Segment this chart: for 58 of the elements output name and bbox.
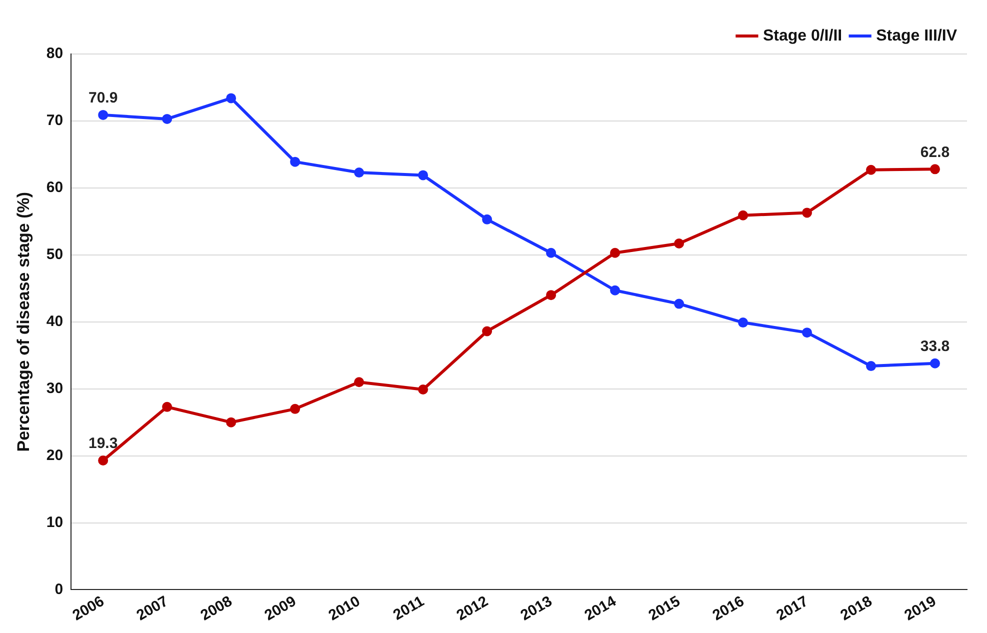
point <box>802 328 812 338</box>
point <box>674 238 684 249</box>
point <box>610 248 620 258</box>
x-tick-label: 2013 <box>518 592 556 624</box>
data-label: 33.8 <box>920 338 950 356</box>
point <box>610 285 620 296</box>
x-tick-label: 2016 <box>710 592 748 624</box>
x-tick-label: 2014 <box>582 592 620 624</box>
y-tick-label: 70 <box>46 112 64 130</box>
point <box>930 358 940 368</box>
point <box>482 214 492 224</box>
y-tick-label: 40 <box>46 313 64 330</box>
x-tick-label: 2009 <box>262 592 300 624</box>
point <box>418 384 428 394</box>
y-tick-label: 30 <box>46 380 64 397</box>
point <box>226 417 236 428</box>
x-tick-label: 2015 <box>646 592 684 624</box>
x-tick-label: 2006 <box>70 592 108 624</box>
point <box>226 93 236 104</box>
point <box>546 290 556 300</box>
point <box>290 156 300 167</box>
point <box>418 170 428 180</box>
point <box>354 377 364 388</box>
point <box>98 455 108 466</box>
y-tick-label: 50 <box>46 246 64 264</box>
x-tick-label: 2019 <box>902 592 940 624</box>
x-tick-label: 2007 <box>134 592 172 624</box>
data-label: 62.8 <box>920 144 950 161</box>
point <box>482 326 492 336</box>
point <box>354 168 364 178</box>
point <box>866 361 876 372</box>
y-tick-label: 60 <box>46 179 64 196</box>
point <box>802 208 812 218</box>
x-tick-label: 2011 <box>390 592 428 624</box>
point <box>162 114 172 124</box>
legend-label: Stage 0/I/II <box>762 27 842 44</box>
y-axis-title: Percentage of disease stage (%) <box>14 192 33 452</box>
point <box>290 404 300 414</box>
x-tick-label: 2008 <box>198 592 236 624</box>
y-tick-label: 80 <box>46 45 64 62</box>
point <box>930 164 940 174</box>
data-label: 19.3 <box>88 435 118 452</box>
point <box>738 318 748 328</box>
y-tick-label: 10 <box>46 514 64 531</box>
point <box>738 210 748 220</box>
x-tick-label: 2018 <box>838 592 876 624</box>
data-label: 70.9 <box>88 90 118 107</box>
x-tick-label: 2017 <box>774 592 812 624</box>
legend-label: Stage III/IV <box>876 27 958 44</box>
point <box>546 248 556 258</box>
point <box>98 110 108 120</box>
y-tick-label: 0 <box>54 580 64 598</box>
y-tick-label: 20 <box>46 446 64 464</box>
point <box>162 402 172 412</box>
point <box>866 164 876 175</box>
x-tick-label: 2010 <box>326 592 364 624</box>
point <box>674 298 684 309</box>
x-tick-label: 2012 <box>454 592 492 624</box>
